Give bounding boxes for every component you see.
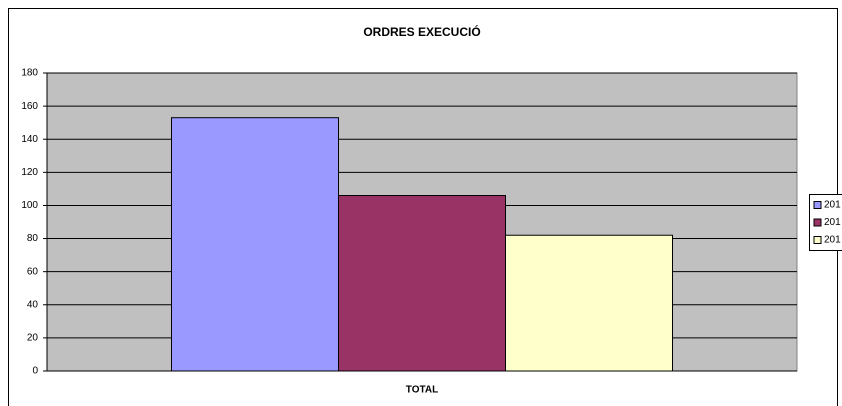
y-tick-label: 180 bbox=[21, 68, 38, 79]
legend-swatch bbox=[813, 218, 822, 227]
legend-label: 201 bbox=[824, 217, 841, 228]
bar bbox=[338, 195, 506, 372]
chart-title: ORDRES EXECUCIÓ bbox=[363, 24, 480, 39]
bar bbox=[505, 234, 673, 372]
legend-label: 201 bbox=[824, 200, 841, 211]
y-tick-label: 80 bbox=[27, 233, 39, 244]
y-tick-label: 0 bbox=[32, 366, 38, 377]
legend-swatch bbox=[813, 236, 822, 244]
legend-swatch bbox=[813, 201, 822, 209]
y-tick-label: 140 bbox=[21, 134, 38, 145]
y-tick-label: 120 bbox=[21, 167, 38, 178]
y-tick-label: 160 bbox=[21, 101, 38, 112]
x-tick-label: TOTAL bbox=[406, 385, 438, 396]
y-tick-label: 100 bbox=[21, 200, 38, 211]
y-tick-label: 60 bbox=[27, 266, 39, 277]
legend-label: 201 bbox=[824, 235, 841, 246]
y-tick-label: 20 bbox=[27, 333, 39, 344]
bar bbox=[171, 117, 339, 372]
y-tick-label: 40 bbox=[27, 299, 39, 310]
